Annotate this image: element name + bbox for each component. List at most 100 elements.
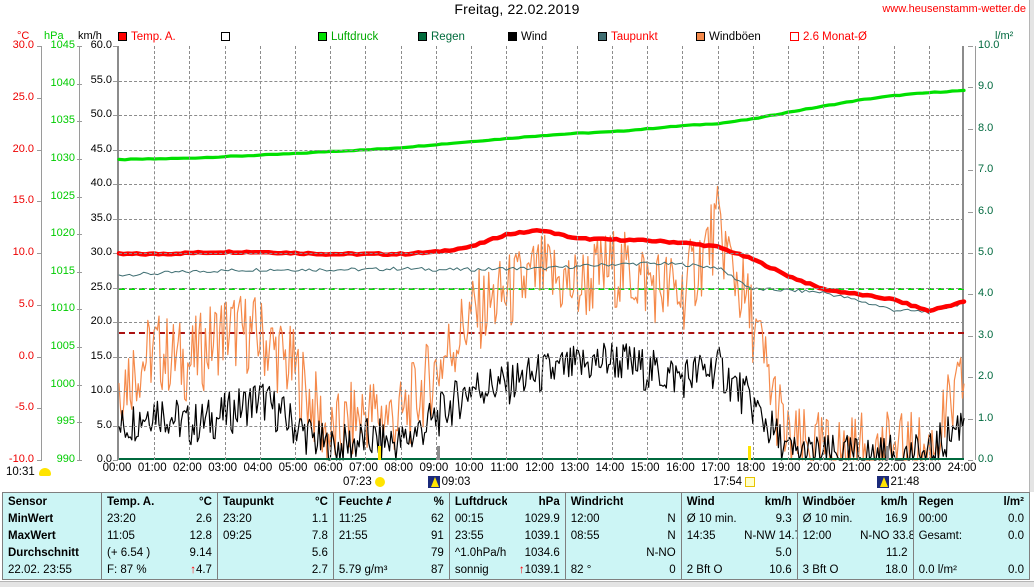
axis-tickmark [37, 149, 42, 151]
row-label-0: Sensor [8, 495, 47, 508]
moonrise-marker [885, 446, 889, 460]
legend-item-windb-en[interactable]: Windböen [696, 30, 761, 44]
cell-winddirection-value-4: 0 [669, 564, 676, 577]
axis-line-temp [41, 46, 42, 460]
axis-tick-pressure: 1030 [50, 151, 75, 164]
legend-item-2-6-monat[interactable]: 2.6 Monat-Ø [790, 30, 867, 44]
cell-wind-label-1: Ø 10 min. [680, 510, 740, 528]
axis-tickmark [968, 460, 973, 461]
legend-swatch-icon [221, 31, 230, 41]
moonset-marker [436, 446, 440, 460]
horizontal-gridline [119, 287, 964, 289]
table-row: MinWert 23:20 2.6 23:20 1.1 11:25 62 00:15 1029.… [3, 510, 1029, 528]
row-label-3: Durchschnitt [8, 547, 79, 560]
axis-pressure: 1045 1040 1035 1030 1025 1020 1015 1010 1005 1000… [42, 39, 82, 465]
axis-tick-temp: 30.0 [12, 39, 34, 51]
cell-wind-value-3: 5.0 [775, 547, 792, 560]
x-tick-label: 11:00 [490, 462, 519, 474]
cell-gusts-label-4: 3 Bft O [796, 561, 856, 579]
axis-tickmark [113, 391, 118, 392]
x-tick-label: 07:00 [349, 462, 378, 474]
cell-pressure-label-3: ^1.0hPa/h [448, 544, 508, 562]
cell-temp-label-4: F: 87 % [101, 561, 160, 579]
table-row: Sensor Temp. A. °C Taupunkt °C Feuchte A.% Luf… [3, 493, 1029, 511]
weather-plot[interactable] [117, 46, 964, 460]
cell-temp-label-1: 23:20 [101, 510, 160, 528]
cell-temp-label-0: Temp. A. [101, 493, 160, 511]
axis-tick-wind: 45.0 [90, 142, 112, 155]
horizontal-gridline [119, 356, 964, 358]
axis-tick-wind: 0.0 [96, 453, 112, 465]
axis-tick-pressure: 1035 [50, 114, 75, 127]
legend-item-luftdruck[interactable]: Luftdruck [318, 30, 378, 44]
legend-item-taupunkt[interactable]: Taupunkt [598, 30, 658, 44]
axis-tickmark [37, 46, 42, 47]
cell-humidity-label-3 [332, 544, 392, 562]
x-tick-label: 22:00 [877, 462, 906, 474]
axis-tick-temp: -10.0 [8, 453, 34, 465]
axis-line-pressure [79, 46, 80, 460]
axis-tick-rain: 8.0 [978, 121, 994, 134]
legend-item-wind[interactable]: Wind [508, 30, 547, 44]
axis-tickmark [968, 377, 973, 379]
axis-tick-rain: 2.0 [978, 370, 994, 383]
axis-tick-wind: 20.0 [90, 315, 112, 327]
cell-dewpoint-value-1: 1.1 [311, 512, 328, 525]
cell-gusts-value-2: N-NO 33.8 [860, 529, 914, 542]
x-tick-label: 14:00 [595, 462, 625, 474]
legend-item-blank[interactable] [221, 30, 234, 44]
axis-tick-temp: 0.0 [18, 349, 34, 362]
axis-tickmark [37, 356, 42, 358]
cell-humidity-label-1: 11:25 [332, 510, 392, 528]
axis-wind: 60.0 55.0 50.0 45.0 40.0 35.0 30.0 25.0 20.0 15.0… [80, 39, 118, 465]
x-tick-label: 17:00 [701, 462, 730, 474]
cell-pressure-value-0: hPa [538, 495, 560, 508]
cell-dewpoint-label-4 [216, 561, 276, 579]
axis-tick-temp: 10.0 [12, 246, 34, 258]
legend-swatch-icon [696, 31, 705, 41]
axis-tick-pressure: 1020 [50, 227, 75, 240]
legend-label: 2.6 Monat-Ø [803, 31, 867, 43]
x-tick-label: 15:00 [630, 462, 660, 474]
cell-rain-value-4: 0.0 [1008, 564, 1024, 577]
axis-tickmark [968, 170, 973, 172]
window-frame-bottom [0, 581, 1034, 587]
axis-tick-rain: 0.0 [978, 453, 994, 465]
x-tick-label: 06:00 [313, 462, 343, 474]
cell-wind-value-4: 10.6 [769, 564, 792, 577]
legend-item-temp-a[interactable]: Temp. A. [118, 30, 176, 44]
legend-item-regen[interactable]: Regen [418, 30, 465, 44]
x-tick-label: 18:00 [736, 462, 766, 474]
axis-tick-wind: 35.0 [90, 211, 112, 224]
cell-gusts-label-1: Ø 10 min. [796, 510, 856, 528]
axis-tick-wind: 15.0 [90, 349, 112, 362]
horizontal-gridline [119, 80, 964, 82]
cell-pressure-label-1: 00:15 [448, 510, 508, 528]
axis-tickmark [968, 418, 973, 420]
cell-wind-label-4: 2 Bft O [680, 561, 740, 579]
cell-rain-label-2: Gesamt: [912, 527, 972, 545]
axis-tickmark [113, 425, 118, 427]
axis-tickmark [113, 149, 118, 151]
horizontal-gridline [119, 391, 964, 392]
axis-tickmark [37, 460, 42, 461]
x-tick-label: 03:00 [208, 462, 238, 474]
x-tick-label: 02:00 [173, 462, 202, 474]
cell-winddirection-value-2: N [667, 529, 676, 542]
cell-pressure-value-1: 1029.9 [524, 512, 560, 525]
axis-tick-pressure: 990 [56, 453, 75, 465]
cell-wind-label-3 [680, 544, 740, 562]
cell-rain-label-1: 00:00 [912, 510, 972, 528]
legend-label: Taupunkt [611, 31, 658, 43]
cell-dewpoint-label-0: Taupunkt [216, 493, 276, 511]
sunset-time: 17:54 [713, 476, 742, 488]
axis-tick-wind: 5.0 [96, 418, 112, 431]
cell-wind-value-0: km/h [764, 495, 792, 508]
legend-label: Wind [521, 31, 548, 43]
row-label-2: MaxWert [8, 529, 56, 542]
cell-rain-value-3 [971, 545, 1029, 562]
table-row: Durchschnitt (+ 6.54 ) 9.14 5.6 79 ^1.0hPa/h 1… [3, 544, 1029, 562]
cell-gusts-value-1: 16.9 [885, 512, 908, 525]
axis-line-rain [975, 46, 976, 460]
cell-winddirection-value-3: N-NO [646, 547, 676, 560]
